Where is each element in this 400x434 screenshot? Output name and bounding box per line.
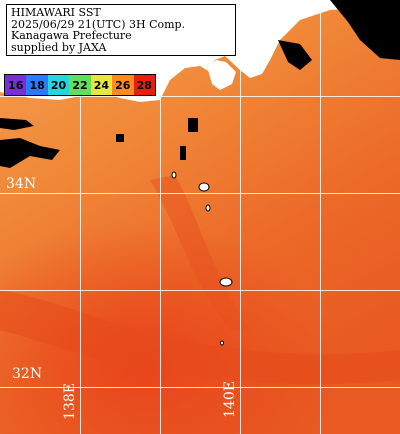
map-title-box: HIMAWARI SST 2025/06/29 21(UTC) 3H Comp.…	[6, 4, 236, 56]
island	[219, 277, 233, 287]
legend-swatch: 18	[26, 75, 48, 95]
legend-swatch: 24	[90, 75, 113, 95]
lon-label-140e: 140E	[222, 381, 238, 418]
no-data-speck	[116, 134, 124, 142]
no-data-speck	[180, 146, 186, 160]
island	[171, 171, 177, 179]
warm-current	[0, 150, 400, 434]
legend-swatch: 28	[133, 75, 155, 95]
warm-streak	[150, 175, 250, 330]
island	[205, 204, 211, 212]
legend-swatch: 16	[5, 75, 27, 95]
no-data-bay	[278, 40, 312, 70]
legend-swatch: 20	[47, 75, 70, 95]
legend-swatch: 22	[69, 75, 91, 95]
no-data-coast-w	[0, 138, 60, 168]
lat-label-32n: 32N	[12, 366, 43, 382]
island	[220, 340, 224, 346]
no-data-coast-w2	[0, 118, 34, 130]
sst-color-scale: 16 18 20 22 24 26 28	[4, 74, 156, 96]
land-peninsula	[208, 60, 236, 90]
no-data-ne	[330, 0, 400, 60]
title-credit: supplied by JAXA	[11, 40, 107, 54]
legend-swatch: 26	[112, 75, 134, 95]
no-data-speck	[188, 118, 198, 132]
warm-band	[0, 290, 400, 385]
island	[198, 182, 210, 192]
lat-label-34n: 34N	[6, 176, 37, 192]
lon-label-138e: 138E	[62, 383, 78, 420]
title-region: Kanagawa Prefecture	[11, 29, 132, 42]
title-timestamp: 2025/06/29 21(UTC) 3H Comp.	[11, 17, 186, 31]
title-line: HIMAWARI SST	[11, 6, 101, 19]
